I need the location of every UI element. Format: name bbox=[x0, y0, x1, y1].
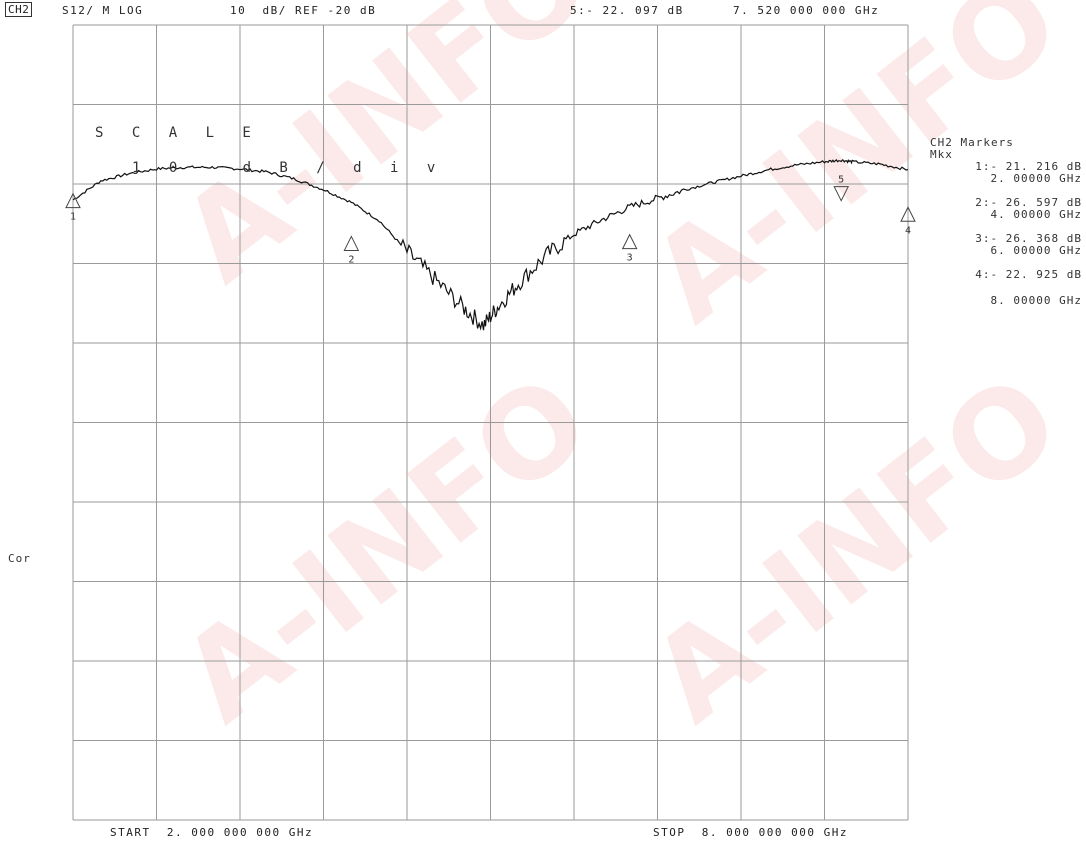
marker-panel-title: CH2 Markers bbox=[930, 136, 1014, 149]
marker-entry-1: 1:- 21. 216 dB 2. 00000 GHz bbox=[930, 161, 1082, 185]
marker-frequency: 2. 00000 GHz bbox=[990, 172, 1082, 185]
measurement-label: S12/ M LOG bbox=[62, 4, 144, 17]
marker-3-label: 3 bbox=[627, 253, 633, 264]
active-marker-value: 5:- 22. 097 dB bbox=[570, 4, 684, 17]
marker-5-label: 5 bbox=[838, 175, 844, 186]
marker-value: 3:- 26. 368 dB bbox=[975, 232, 1082, 245]
marker-4-icon bbox=[900, 206, 916, 222]
marker-value: 1:- 21. 216 dB bbox=[975, 160, 1082, 173]
active-marker-frequency: 7. 520 000 000 GHz bbox=[733, 4, 880, 17]
trace-line bbox=[72, 158, 909, 331]
marker-1-icon bbox=[65, 192, 81, 209]
scale-value: 1 0 d B / d i v bbox=[132, 160, 446, 176]
marker-readout-panel: CH2 Markers Mkx 1:- 21. 216 dB 2. 00000 … bbox=[930, 137, 1082, 319]
marker-value: 2:- 26. 597 dB bbox=[975, 196, 1082, 209]
correction-label: Cor bbox=[8, 552, 31, 565]
marker-panel-subtitle: Mkx bbox=[930, 148, 953, 161]
marker-5-icon bbox=[833, 186, 850, 202]
scale-title: S C A L E bbox=[95, 125, 261, 141]
marker-entry-4: 4:- 22. 925 dB 8. 00000 GHz bbox=[930, 269, 1082, 307]
trace-group bbox=[72, 158, 909, 331]
plot-grid bbox=[72, 24, 909, 821]
marker-value: 4:- 22. 925 dB bbox=[975, 268, 1082, 281]
marker-4-label: 4 bbox=[905, 225, 911, 236]
marker-3-icon bbox=[621, 233, 638, 250]
marker-2-icon bbox=[343, 235, 360, 251]
marker-group: 1 2 3 4 5 bbox=[65, 175, 916, 265]
marker-frequency: 8. 00000 GHz bbox=[990, 294, 1082, 307]
marker-frequency: 6. 00000 GHz bbox=[990, 244, 1082, 257]
marker-1-label: 1 bbox=[70, 212, 76, 223]
start-frequency-label: START 2. 000 000 000 GHz bbox=[110, 826, 314, 839]
marker-2-label: 2 bbox=[348, 254, 354, 265]
marker-entry-3: 3:- 26. 368 dB 6. 00000 GHz bbox=[930, 233, 1082, 257]
stop-frequency-label: STOP 8. 000 000 000 GHz bbox=[653, 826, 848, 839]
channel-label: CH2 bbox=[5, 2, 33, 17]
marker-entry-2: 2:- 26. 597 dB 4. 00000 GHz bbox=[930, 197, 1082, 221]
scale-reference-label: 10 dB/ REF -20 dB bbox=[230, 4, 377, 17]
marker-frequency: 4. 00000 GHz bbox=[990, 208, 1082, 221]
